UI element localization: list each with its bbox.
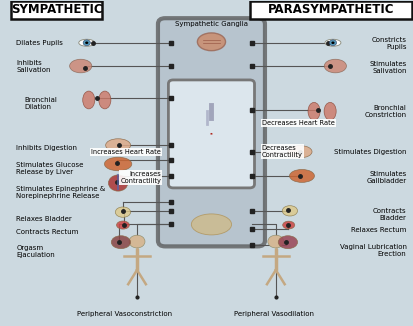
Text: Relaxes Bladder: Relaxes Bladder — [16, 215, 72, 222]
Ellipse shape — [108, 175, 128, 191]
Text: Inhibits
Salivation: Inhibits Salivation — [16, 60, 51, 72]
Text: Relaxes Rectum: Relaxes Rectum — [350, 227, 406, 233]
Text: Dilates Pupils: Dilates Pupils — [16, 40, 63, 46]
Text: Stimulates Epinephrine &
Norepinephrine Release: Stimulates Epinephrine & Norepinephrine … — [16, 185, 105, 199]
Text: Stimulates Glucose
Release by Liver: Stimulates Glucose Release by Liver — [16, 162, 83, 175]
Text: Decreases Heart Rate: Decreases Heart Rate — [261, 120, 334, 126]
FancyBboxPatch shape — [168, 80, 254, 188]
Ellipse shape — [278, 236, 297, 249]
Ellipse shape — [323, 102, 335, 120]
Ellipse shape — [105, 139, 130, 152]
FancyBboxPatch shape — [158, 18, 264, 246]
Text: Orgasm
Ejaculation: Orgasm Ejaculation — [16, 245, 55, 259]
Text: Constricts
Pupils: Constricts Pupils — [371, 37, 406, 50]
Ellipse shape — [282, 221, 294, 229]
Text: Contracts Rectum: Contracts Rectum — [16, 230, 78, 235]
Ellipse shape — [197, 33, 225, 51]
Ellipse shape — [191, 214, 231, 235]
Ellipse shape — [289, 170, 314, 182]
Ellipse shape — [69, 59, 92, 73]
Text: SYMPATHETIC: SYMPATHETIC — [11, 3, 102, 16]
Text: Bronchial
Dilation: Bronchial Dilation — [24, 97, 57, 110]
Text: Bronchial
Constriction: Bronchial Constriction — [363, 105, 406, 118]
Text: Peripheral Vasoconstriction: Peripheral Vasoconstriction — [77, 311, 172, 317]
Circle shape — [129, 235, 145, 248]
Text: Decreases
Contractility: Decreases Contractility — [261, 145, 302, 158]
Circle shape — [330, 41, 334, 44]
Text: Increases
Contractility: Increases Contractility — [120, 171, 161, 184]
Ellipse shape — [99, 91, 111, 109]
Ellipse shape — [307, 102, 319, 120]
Text: Vaginal Lubrication
Erection: Vaginal Lubrication Erection — [339, 244, 406, 257]
FancyBboxPatch shape — [11, 1, 102, 19]
Circle shape — [83, 40, 90, 46]
Ellipse shape — [78, 39, 95, 46]
Text: Peripheral Vasodilation: Peripheral Vasodilation — [233, 311, 313, 317]
FancyBboxPatch shape — [250, 1, 411, 19]
Ellipse shape — [104, 157, 131, 171]
Ellipse shape — [287, 145, 311, 158]
Ellipse shape — [111, 236, 130, 249]
Ellipse shape — [324, 39, 340, 46]
Text: Increases Heart Rate: Increases Heart Rate — [91, 149, 161, 155]
Circle shape — [85, 41, 88, 44]
Text: PARASYMPATHETIC: PARASYMPATHETIC — [267, 3, 394, 16]
Ellipse shape — [83, 91, 95, 109]
Text: Stimulates
Gallbladder: Stimulates Gallbladder — [366, 171, 406, 184]
Ellipse shape — [282, 206, 297, 216]
Text: Stimulates Digestion: Stimulates Digestion — [333, 149, 406, 155]
Text: Stimulates
Salivation: Stimulates Salivation — [368, 61, 406, 74]
Ellipse shape — [116, 221, 129, 229]
Text: Sympathetic Ganglia: Sympathetic Ganglia — [175, 21, 247, 27]
Circle shape — [267, 235, 283, 248]
Ellipse shape — [115, 207, 130, 217]
Circle shape — [328, 40, 336, 46]
Ellipse shape — [323, 59, 346, 73]
Text: Inhibits Digestion: Inhibits Digestion — [16, 145, 77, 152]
Text: Contracts
Bladder: Contracts Bladder — [372, 208, 406, 221]
